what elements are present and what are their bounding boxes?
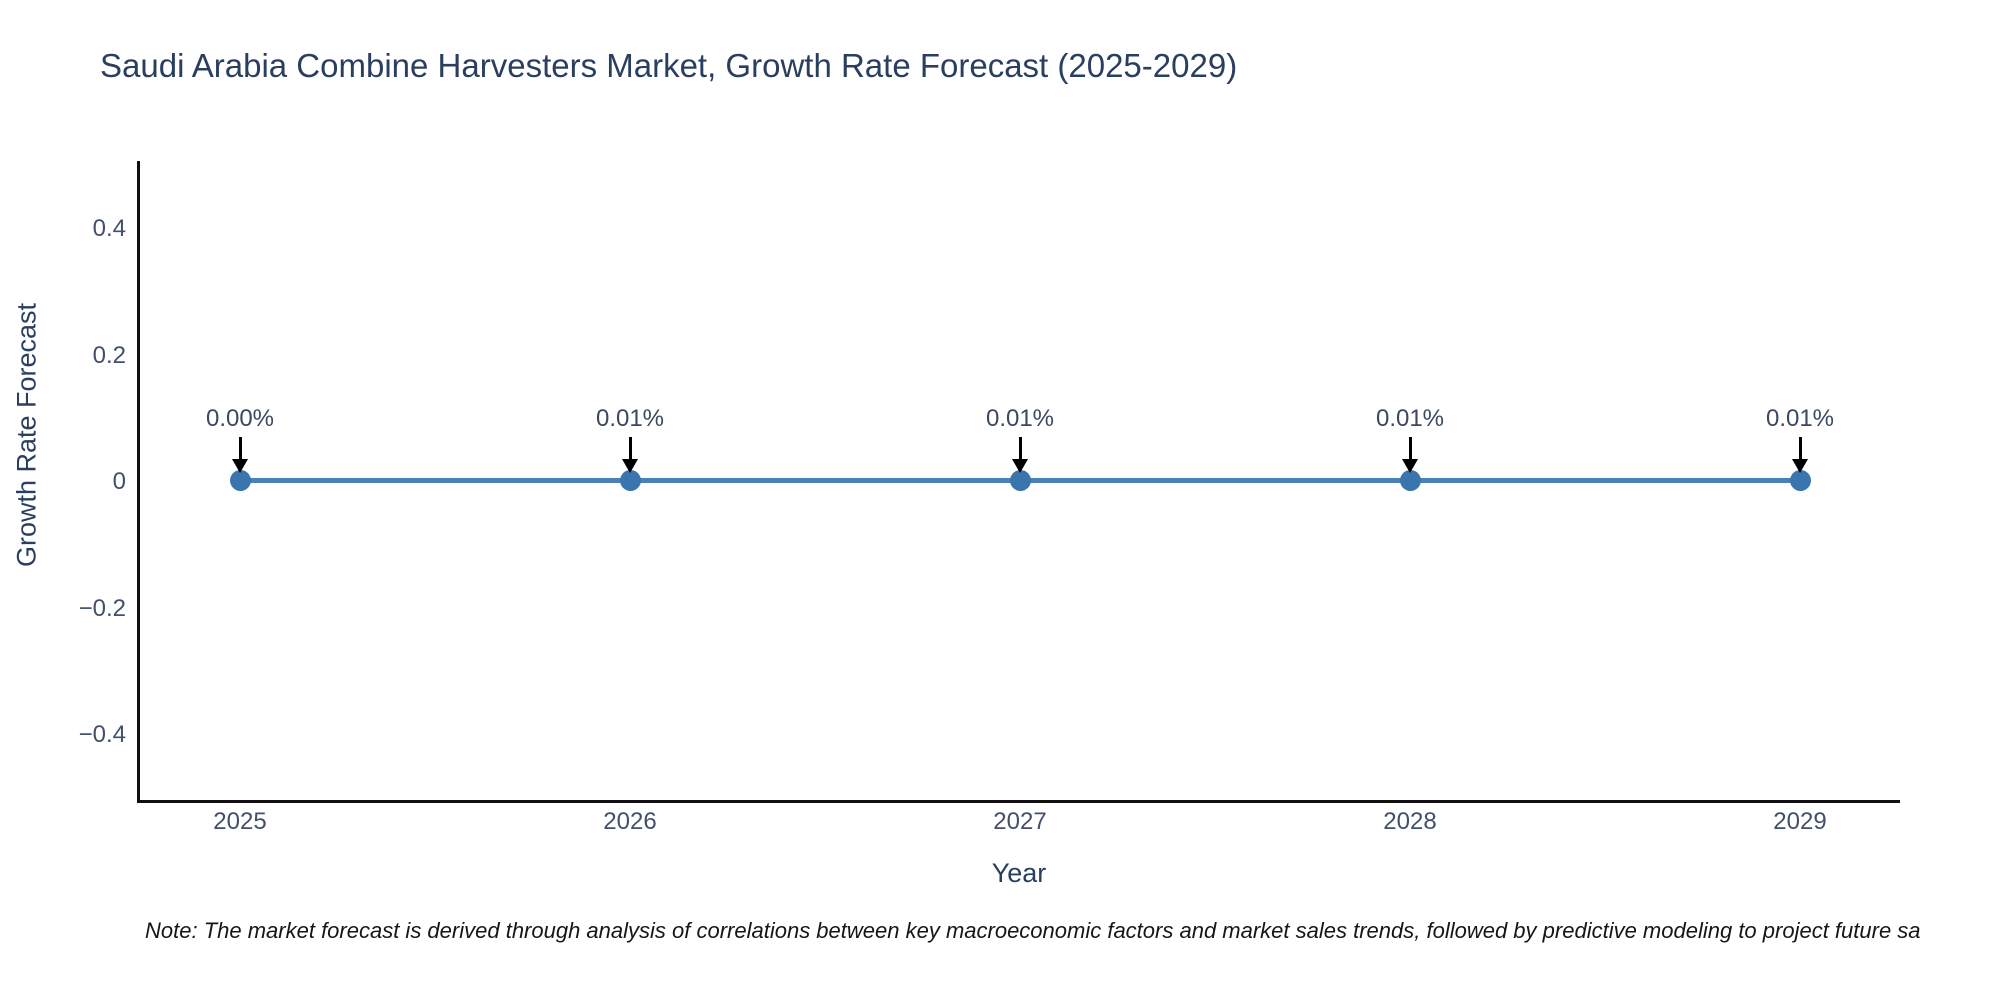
data-point-label: 0.00% (205, 405, 275, 432)
annotation-arrowhead (232, 459, 248, 473)
x-tick-label: 2029 (1773, 808, 1827, 835)
x-tick-label: 2027 (993, 808, 1047, 835)
annotation-arrowhead (1402, 459, 1418, 473)
annotation-arrow (1018, 437, 1022, 459)
data-point-marker (1789, 470, 1811, 491)
annotation-arrowhead (1012, 459, 1028, 473)
data-point-label: 0.01% (1765, 405, 1835, 432)
annotation-arrow (628, 437, 632, 459)
y-tick-label: 0 (112, 468, 126, 495)
y-tick-label: −0.4 (78, 721, 126, 748)
x-tick-label: 2026 (603, 808, 657, 835)
annotation-arrow (238, 437, 242, 459)
chart-title: Saudi Arabia Combine Harvesters Market, … (100, 47, 1238, 84)
y-tick-label: 0.2 (92, 341, 126, 369)
annotation-arrow (1798, 437, 1802, 459)
data-point-marker (1399, 470, 1421, 491)
data-point-label: 0.01% (595, 405, 665, 432)
annotation-arrowhead (1792, 459, 1808, 473)
y-tick-label: −0.2 (78, 594, 126, 622)
annotation-arrow (1408, 437, 1412, 459)
x-axis-title: Year (991, 858, 1047, 888)
data-point-marker (1009, 470, 1031, 491)
data-point-marker (619, 470, 641, 491)
data-point-label: 0.01% (985, 405, 1055, 432)
annotation-arrowhead (622, 459, 638, 473)
data-point-label: 0.01% (1375, 405, 1445, 432)
footnote: Note: The market forecast is derived thr… (145, 918, 1921, 943)
data-point-marker (229, 470, 251, 491)
x-tick-label: 2025 (213, 808, 267, 835)
y-axis-line (137, 161, 140, 803)
x-axis-line (137, 800, 1900, 803)
x-tick-label: 2028 (1383, 808, 1437, 835)
y-tick-label: 0.4 (92, 215, 126, 242)
